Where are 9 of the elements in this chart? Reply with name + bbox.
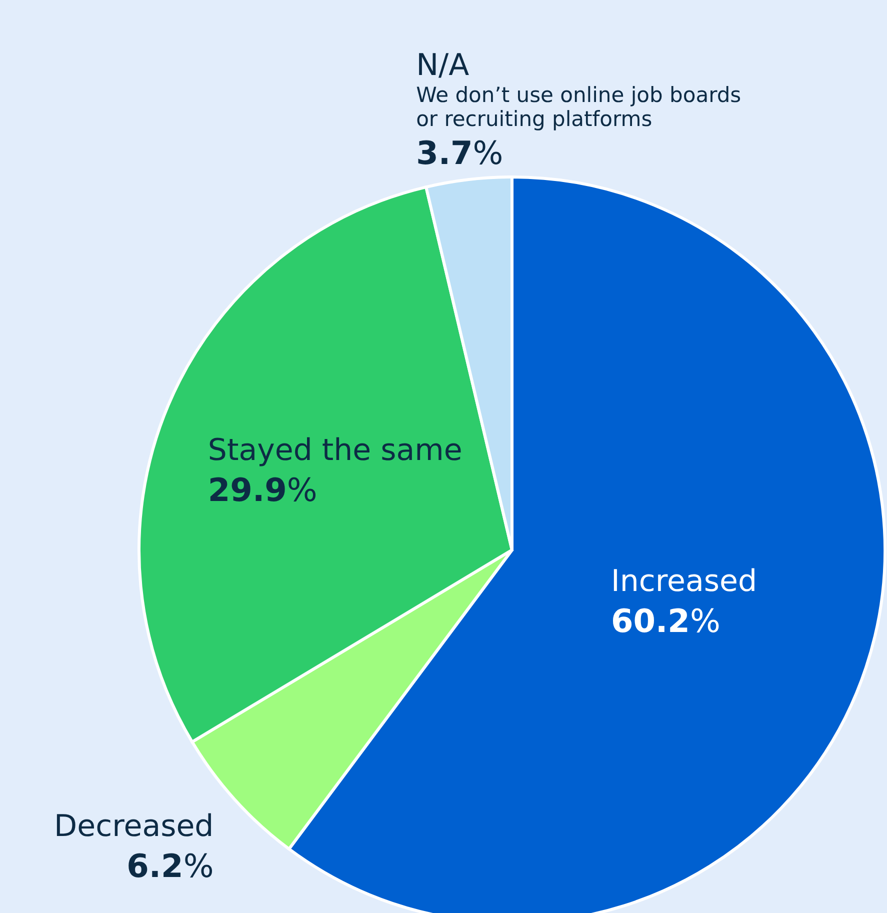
data-label: 29.9%: [208, 470, 318, 511]
text: We don’t use online job boards or recruiting platforms: [416, 82, 742, 131]
slice-label: Stayed the same: [208, 432, 462, 468]
data-label: 60.2%: [610, 600, 722, 642]
slice-label: Decreased: [54, 809, 214, 844]
data-label: 6.2%: [126, 846, 214, 888]
data-label: 3.7%: [416, 132, 504, 174]
slice-label: N/A: [416, 48, 470, 83]
slice-label: Increased: [610, 564, 758, 599]
